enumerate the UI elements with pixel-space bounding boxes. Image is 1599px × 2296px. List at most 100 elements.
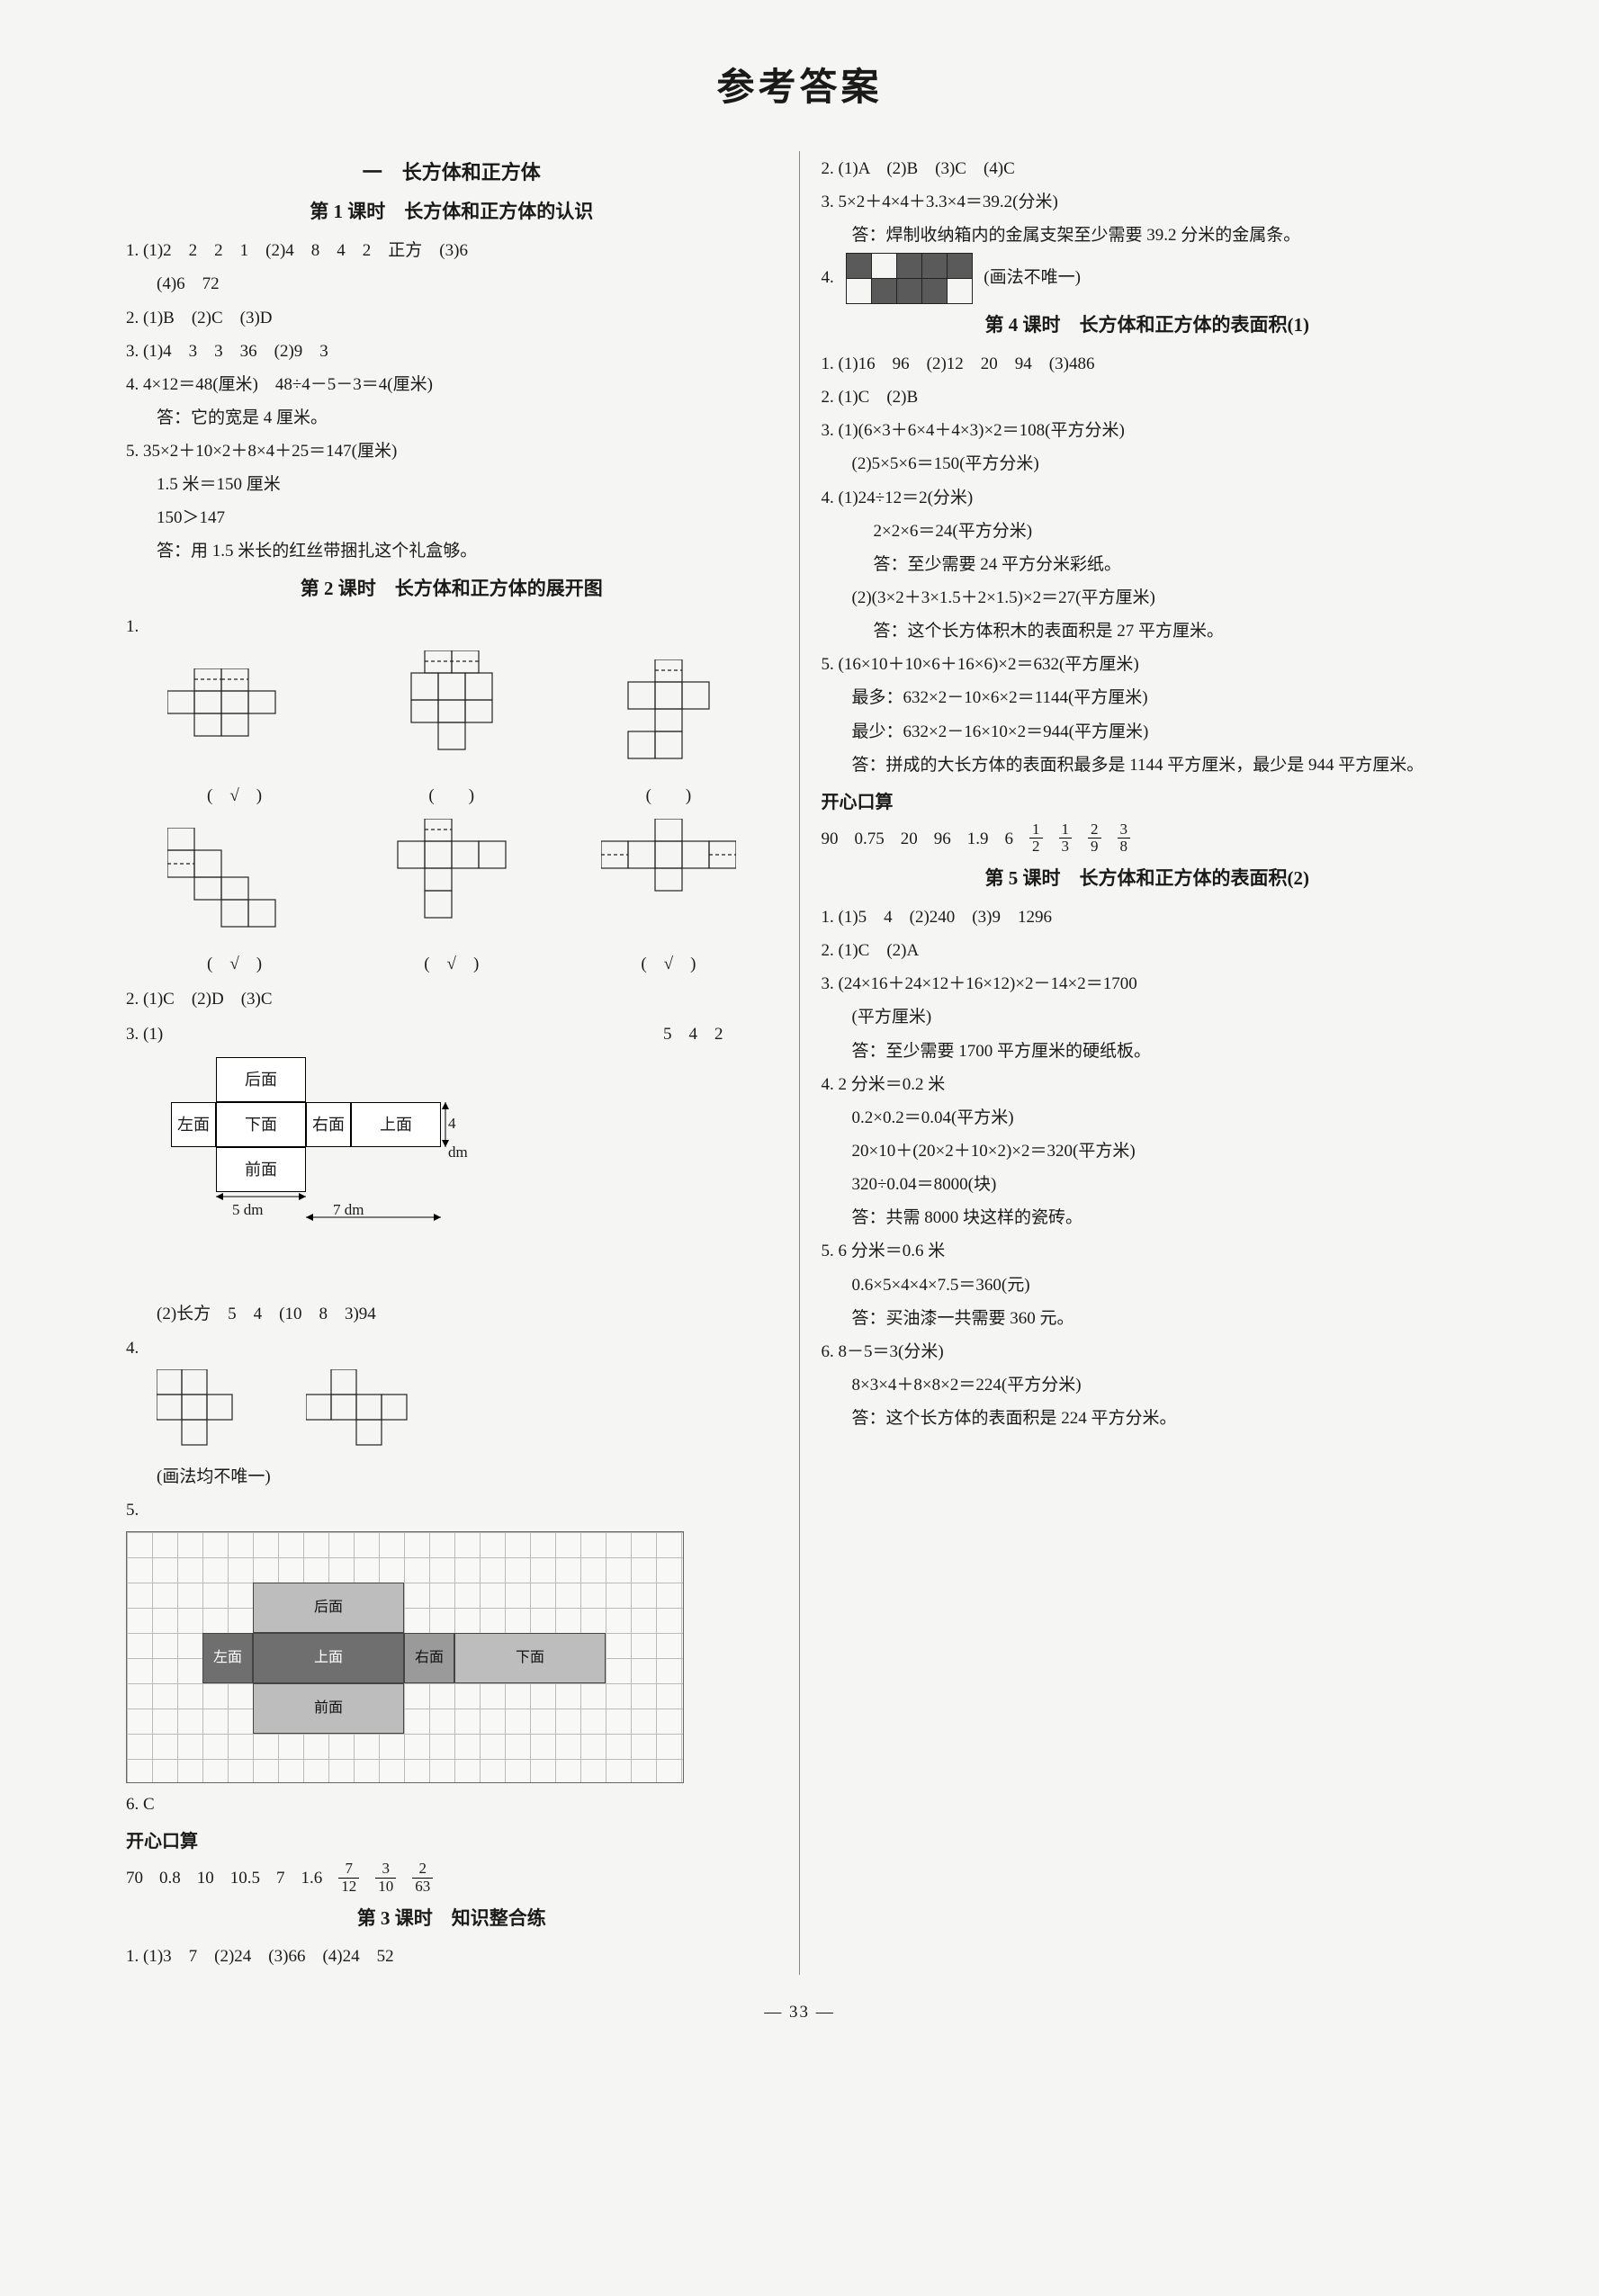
kx1-v1: 0.8	[159, 1862, 181, 1897]
l1-q5b: 1.5 米＝150 厘米	[126, 469, 777, 500]
r-q3b: 答：焊制收纳箱内的金属支架至少需要 39.2 分米的金属条。	[822, 220, 1474, 251]
l1-q5a: 5. 35×2＋10×2＋8×4＋25＝147(厘米)	[126, 435, 777, 467]
l2-q3a: 3. (1)	[126, 1018, 163, 1050]
gcell-you: 右面	[404, 1633, 454, 1683]
chapter-title: 一 长方体和正方体	[126, 155, 777, 192]
l5-q4b: 0.2×0.2＝0.04(平方米)	[822, 1102, 1474, 1134]
gcell-hou: 后面	[253, 1583, 404, 1633]
l1-q3: 3. (1)4 3 3 36 (2)9 3	[126, 336, 777, 367]
kx2-f0: 12	[1029, 821, 1043, 856]
net-caption-5: ( √ )	[384, 948, 519, 980]
kaixin1-values: 70 0.8 10 10.5 7 1.6 712 310 263	[126, 1862, 777, 1897]
l5-q5c: 答：买油漆一共需要 360 元。	[822, 1303, 1474, 1334]
kx1-v4: 7	[276, 1862, 285, 1897]
lesson4-title: 第 4 课时 长方体和正方体的表面积(1)	[822, 308, 1474, 343]
l2-q5: 5.	[126, 1494, 777, 1526]
r-q2: 2. (1)A (2)B (3)C (4)C	[822, 153, 1474, 184]
net-diagram-4	[167, 828, 302, 936]
l4-q4a: 4. (1)24÷12＝2(分米)	[822, 482, 1474, 514]
left-column: 一 长方体和正方体 第 1 课时 长方体和正方体的认识 1. (1)2 2 2 …	[108, 151, 800, 1975]
kx2-v2: 20	[901, 823, 918, 857]
kx2-v4: 1.9	[967, 823, 989, 857]
net-caption-1: ( √ )	[167, 780, 302, 812]
gcell-shang: 上面	[253, 1633, 404, 1683]
l2-q4note: (画法均不唯一)	[126, 1461, 777, 1493]
l1-q5d: 答：用 1.5 米长的红丝带捆扎这个礼盒够。	[126, 535, 777, 567]
l2-q3nums: 5 4 2	[663, 1018, 723, 1050]
l1-q2: 2. (1)B (2)C (3)D	[126, 302, 777, 334]
l5-q6b: 8×3×4＋8×8×2＝224(平方分米)	[822, 1369, 1474, 1401]
kx1-f2: 263	[412, 1861, 433, 1895]
l2-q6: 6. C	[126, 1789, 777, 1820]
l4-q5c: 最少：632×2－16×10×2＝944(平方厘米)	[822, 716, 1474, 748]
l5-q2: 2. (1)C (2)A	[822, 935, 1474, 966]
kx1-f0: 712	[338, 1861, 359, 1895]
kx1-v0: 70	[126, 1862, 143, 1897]
gcell-xia: 下面	[454, 1633, 606, 1683]
pentomino-row	[157, 1369, 777, 1459]
gcell-zuo: 左面	[202, 1633, 253, 1683]
pent-2	[306, 1369, 450, 1459]
kx2-v3: 96	[934, 823, 951, 857]
l4-q5b: 最多：632×2－10×6×2＝1144(平方厘米)	[822, 682, 1474, 713]
l2-q1: 1.	[126, 611, 777, 642]
l2-q3b: (2)长方 5 4 (10 8 3)94	[126, 1298, 777, 1330]
net-diagram-2	[384, 650, 519, 767]
two-column-layout: 一 长方体和正方体 第 1 课时 长方体和正方体的认识 1. (1)2 2 2 …	[108, 151, 1491, 1975]
l5-q5a: 5. 6 分米＝0.6 米	[822, 1235, 1474, 1267]
l5-q4e: 答：共需 8000 块这样的瓷砖。	[822, 1202, 1474, 1233]
l2-q4: 4.	[126, 1332, 777, 1364]
l4-q1: 1. (1)16 96 (2)12 20 94 (3)486	[822, 348, 1474, 380]
kx2-v5: 6	[1005, 823, 1014, 857]
l5-q1: 1. (1)5 4 (2)240 (3)9 1296	[822, 901, 1474, 933]
grid-net-diagram: 后面 左面 上面 右面 下面 前面	[126, 1531, 684, 1783]
kx2-f3: 38	[1118, 821, 1131, 856]
kx1-v3: 10.5	[230, 1862, 260, 1897]
net-diagram-5	[384, 819, 519, 936]
lesson1-title: 第 1 课时 长方体和正方体的认识	[126, 194, 777, 229]
net-caption-2: ( )	[384, 780, 519, 812]
kx1-v5: 1.6	[301, 1862, 323, 1897]
kaixin2-values: 90 0.75 20 96 1.9 6 12 13 29 38	[822, 823, 1474, 857]
l5-q4c: 20×10＋(20×2＋10×2)×2＝320(平方米)	[822, 1135, 1474, 1167]
l1-q1: 1. (1)2 2 2 1 (2)4 8 4 2 正方 (3)6	[126, 235, 777, 266]
kx1-f1: 310	[375, 1861, 396, 1895]
net-caption-3: ( )	[601, 780, 736, 812]
l4-q3a: 3. (1)(6×3＋6×4＋4×3)×2＝108(平方分米)	[822, 415, 1474, 446]
l5-q3a: 3. (24×16＋24×12＋16×12)×2－14×2＝1700	[822, 968, 1474, 1000]
l4-q4b: 2×2×6＝24(平方分米)	[822, 516, 1474, 547]
l4-q2: 2. (1)C (2)B	[822, 381, 1474, 413]
kx1-v2: 10	[197, 1862, 214, 1897]
kx2-v1: 0.75	[855, 823, 885, 857]
l4-q3b: (2)5×5×6＝150(平方分米)	[822, 448, 1474, 480]
lesson3-title: 第 3 课时 知识整合练	[126, 1901, 777, 1936]
l1-q4a: 4. 4×12＝48(厘米) 48÷4－5－3＝4(厘米)	[126, 369, 777, 400]
l5-q3b: (平方厘米)	[822, 1001, 1474, 1033]
l1-q5c: 150＞147	[126, 502, 777, 534]
l5-q3c: 答：至少需要 1700 平方厘米的硬纸板。	[822, 1036, 1474, 1067]
l4-q5a: 5. (16×10＋10×6＋16×6)×2＝632(平方厘米)	[822, 649, 1474, 680]
l5-q6a: 6. 8－5＝3(分米)	[822, 1336, 1474, 1368]
l4-q5d: 答：拼成的大长方体的表面积最多是 1144 平方厘米，最少是 944 平方厘米。	[822, 749, 1474, 781]
l5-q6c: 答：这个长方体的表面积是 224 平方分米。	[822, 1403, 1474, 1434]
kx2-v0: 90	[822, 823, 839, 857]
lesson2-title: 第 2 课时 长方体和正方体的展开图	[126, 571, 777, 606]
l5-q4a: 4. 2 分米＝0.2 米	[822, 1069, 1474, 1100]
net-row-2: ( √ ) ( √ )	[126, 819, 777, 980]
net-caption-4: ( √ )	[167, 948, 302, 980]
l4-q4e: 答：这个长方体积木的表面积是 27 平方厘米。	[822, 615, 1474, 647]
l5-q5b: 0.6×5×4×4×7.5＝360(元)	[822, 1269, 1474, 1301]
r-q3a: 3. 5×2＋4×4＋3.3×4＝39.2(分米)	[822, 186, 1474, 218]
l4-q4c: 答：至少需要 24 平方分米彩纸。	[822, 549, 1474, 580]
page-number: — 33 —	[108, 1996, 1491, 2028]
right-column: 2. (1)A (2)B (3)C (4)C 3. 5×2＋4×4＋3.3×4＝…	[800, 151, 1492, 1975]
small-grid-diagram	[846, 253, 973, 304]
r-q4note: (画法不唯一)	[984, 268, 1081, 287]
l2-q2: 2. (1)C (2)D (3)C	[126, 983, 777, 1015]
l3-q1: 1. (1)3 7 (2)24 (3)66 (4)24 52	[126, 1941, 777, 1972]
net-caption-6: ( √ )	[601, 948, 736, 980]
net-row-1: ( √ ) ( )	[126, 650, 777, 812]
kaixin2-label: 开心口算	[822, 786, 1474, 820]
l5-q4d: 320÷0.04＝8000(块)	[822, 1169, 1474, 1200]
lesson5-title: 第 5 课时 长方体和正方体的表面积(2)	[822, 861, 1474, 896]
